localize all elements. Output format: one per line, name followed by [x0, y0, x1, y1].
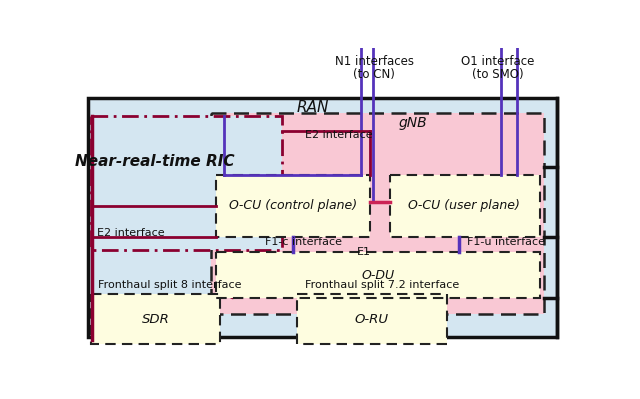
Text: F1-u interface: F1-u interface: [467, 237, 545, 247]
Text: O-CU (user plane): O-CU (user plane): [408, 199, 520, 212]
Bar: [216, 175, 371, 237]
Text: O-CU (control plane): O-CU (control plane): [229, 199, 357, 212]
Text: gNB: gNB: [398, 116, 427, 130]
Bar: [91, 116, 282, 251]
Bar: [390, 175, 540, 237]
Bar: [88, 98, 557, 337]
Text: E2 interface: E2 interface: [97, 228, 164, 238]
Bar: [216, 252, 540, 298]
Text: F1-c interface: F1-c interface: [265, 237, 342, 247]
Bar: [297, 294, 447, 344]
Text: E2 interface: E2 interface: [305, 130, 372, 140]
Text: (to SMO): (to SMO): [472, 68, 524, 81]
Text: N1 interfaces: N1 interfaces: [335, 55, 413, 68]
Bar: [390, 175, 540, 237]
Bar: [91, 294, 220, 344]
Bar: [91, 116, 282, 251]
Text: Near-real-time RIC: Near-real-time RIC: [75, 154, 235, 169]
Bar: [211, 113, 543, 314]
Text: O1 interface: O1 interface: [461, 55, 534, 68]
Bar: [91, 294, 220, 344]
Text: O-RU: O-RU: [355, 313, 389, 326]
Bar: [216, 252, 540, 298]
Bar: [297, 294, 447, 344]
Bar: [211, 113, 543, 314]
Text: E1: E1: [357, 247, 371, 257]
Bar: [216, 175, 371, 237]
Text: RAN: RAN: [296, 101, 329, 115]
Text: Fronthaul split 7.2 interface: Fronthaul split 7.2 interface: [305, 280, 459, 290]
Text: Fronthaul split 8 interface: Fronthaul split 8 interface: [99, 280, 242, 290]
Text: O-DU: O-DU: [362, 269, 395, 282]
Text: (to CN): (to CN): [353, 68, 395, 81]
Text: SDR: SDR: [141, 313, 170, 326]
